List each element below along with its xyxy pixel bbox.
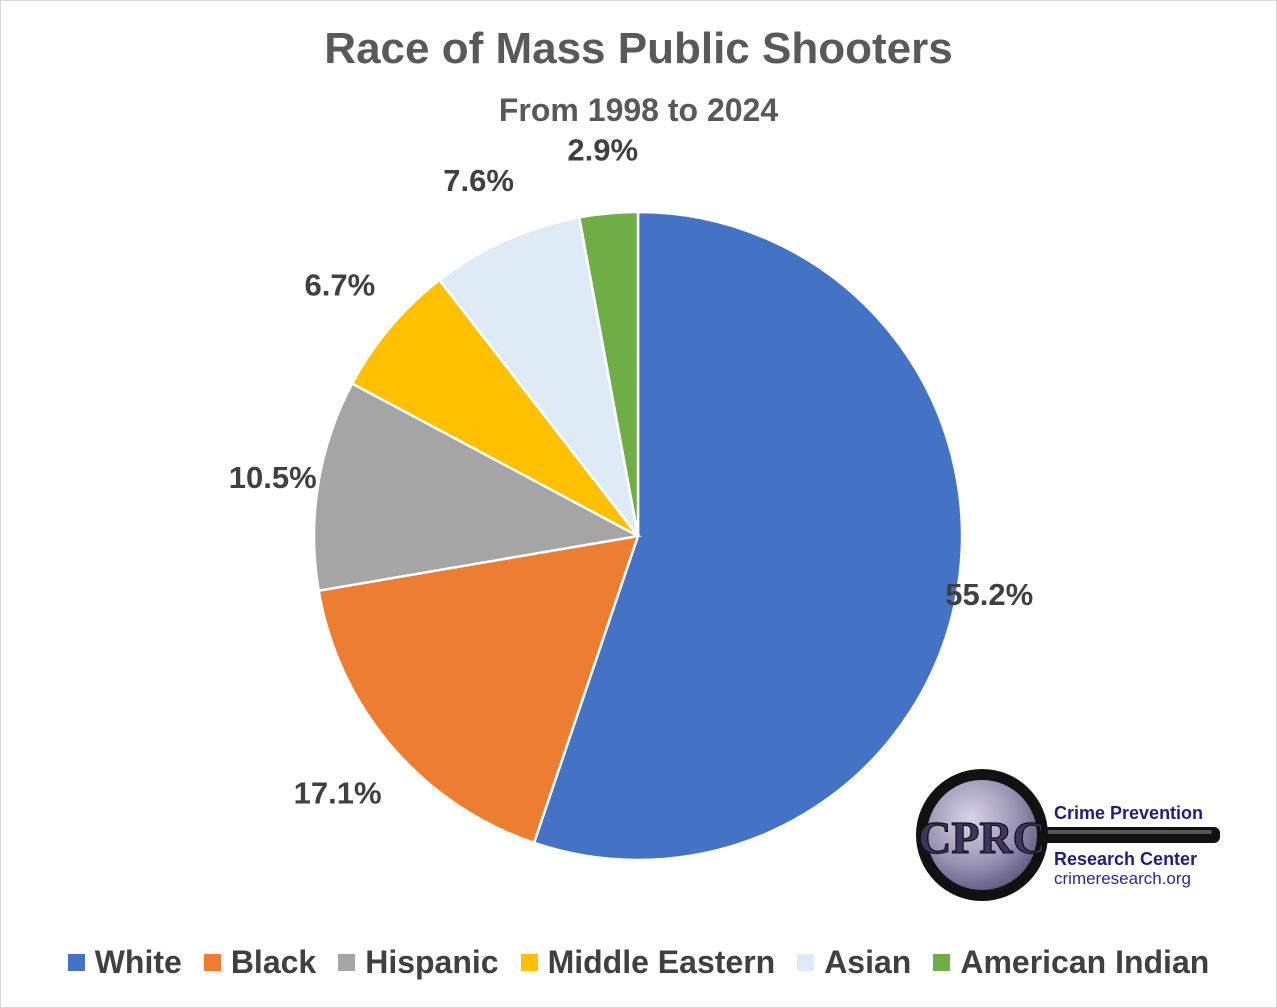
pie-slice-asian — [437, 215, 640, 537]
legend-label-american-indian: American Indian — [960, 944, 1210, 980]
data-label-white: 55.2% — [945, 577, 1033, 612]
chart-legend: White Black Hispanic Middle Eastern Asia… — [0, 944, 1277, 981]
logo-name-line1: Crime Prevention — [1054, 803, 1204, 823]
legend-item-middle-eastern: Middle Eastern — [520, 944, 776, 981]
legend-label-black: Black — [230, 944, 317, 980]
legend-swatch-middle-eastern — [520, 954, 538, 971]
data-label-asian: 7.6% — [443, 163, 514, 198]
data-label-hispanic: 10.5% — [229, 460, 317, 495]
legend-label-white: White — [94, 944, 182, 980]
pie-slice-middle-eastern — [350, 278, 639, 538]
logo-name-line2: Research Center — [1054, 849, 1198, 869]
legend-swatch-asian — [797, 954, 815, 971]
chart-subtitle: From 1998 to 2024 — [498, 92, 779, 128]
chart-title: Race of Mass Public Shooters — [324, 24, 953, 73]
legend-label-asian: Asian — [824, 944, 912, 980]
legend-swatch-american-indian — [933, 954, 951, 971]
legend-swatch-hispanic — [338, 954, 356, 971]
legend-label-hispanic: Hispanic — [365, 944, 499, 980]
legend-item-hispanic: Hispanic — [338, 944, 499, 981]
legend-item-american-indian: American Indian — [933, 944, 1209, 981]
data-label-american-indian: 2.9% — [567, 133, 638, 168]
magnifier-icon: CPRC — [916, 769, 1220, 901]
cprc-logo: CPRC Crime Prevention Research Center cr… — [910, 765, 1230, 915]
legend-swatch-white — [67, 954, 85, 971]
data-label-middle-eastern: 6.7% — [305, 268, 376, 303]
data-label-black: 17.1% — [294, 776, 382, 811]
pie-slice-hispanic — [312, 381, 642, 593]
legend-item-black: Black — [203, 944, 317, 981]
legend-item-white: White — [67, 944, 182, 981]
legend-item-asian: Asian — [797, 944, 911, 981]
pie-slice-white — [532, 210, 964, 862]
logo-initials: CPRC — [918, 812, 1046, 863]
pie-slice-black — [317, 534, 640, 845]
magnifier-handle — [1030, 827, 1220, 843]
legend-swatch-black — [203, 954, 221, 971]
pie-slice-american-indian — [577, 210, 640, 537]
magnifier-lens — [927, 780, 1037, 890]
logo-website: crimeresearch.org — [1054, 869, 1191, 888]
legend-label-middle-eastern: Middle Eastern — [547, 944, 776, 980]
